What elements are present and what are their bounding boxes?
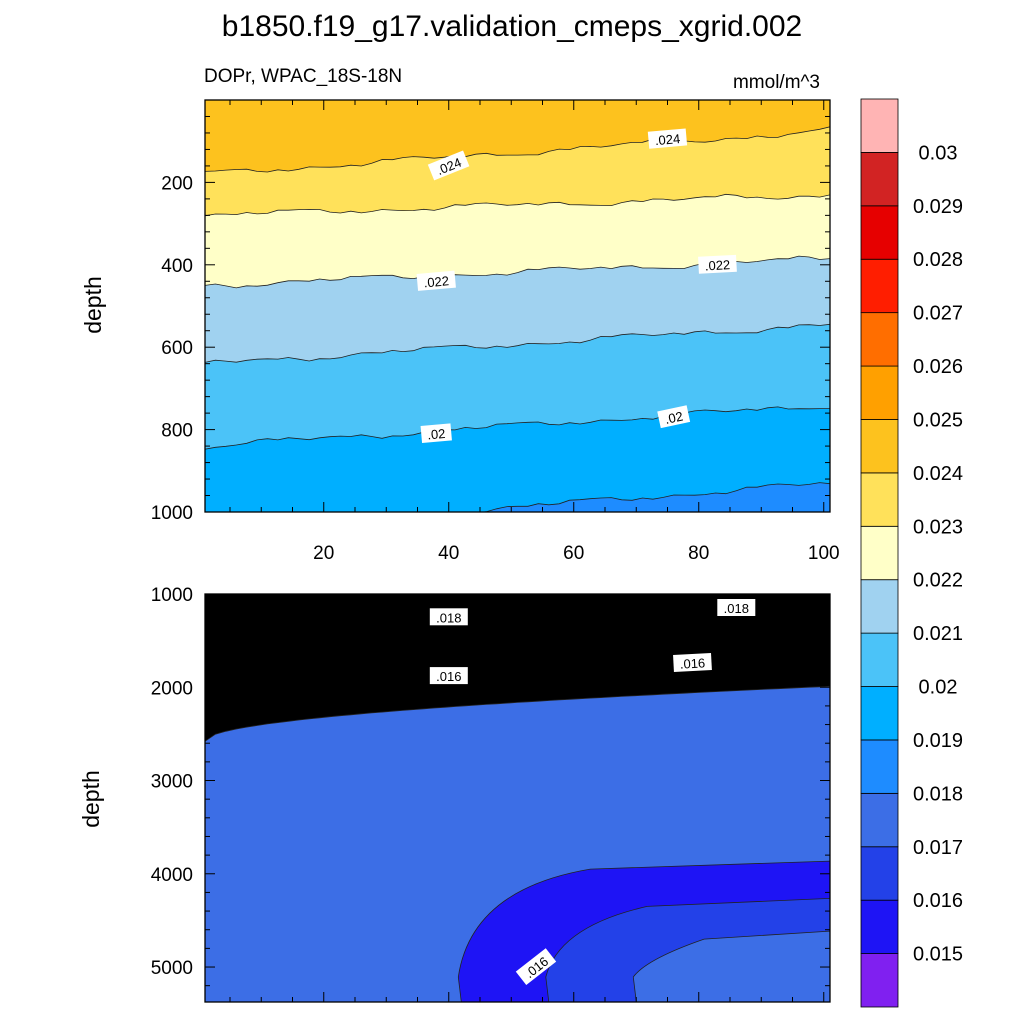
colorbar-swatch (860, 205, 899, 260)
upper-contour-label: .02 (657, 405, 691, 429)
colorbar-swatch (860, 899, 899, 954)
xtick-label: 60 (563, 543, 584, 564)
upper-field: .024.024.022.022.02.02 (205, 100, 830, 512)
upper-contour-label-bg (416, 270, 456, 291)
lower-contour-label-bg (515, 948, 557, 986)
lower-field: .018.018.016.016.016 (205, 594, 830, 1002)
lower-contour-label-text: .016 (436, 669, 461, 684)
xtick-label: 100 (808, 543, 840, 564)
colorbar-swatch (860, 792, 899, 848)
lower-contour-line (205, 685, 830, 742)
lower-ytick-label: 4000 (151, 865, 193, 886)
lower-ytick-label: 1000 (151, 585, 193, 606)
upper-contour-label: .02 (420, 423, 452, 443)
colorbar-swatch (860, 686, 899, 741)
upper-band (205, 100, 830, 172)
upper-ytick-label: 600 (161, 338, 193, 359)
colorbar-label: 0.026 (913, 356, 963, 378)
colorbar-label: 0.023 (913, 516, 963, 538)
lower-ytick-label: 2000 (151, 678, 193, 699)
chart-title: b1850.f19_g17.validation_cmeps_xgrid.002 (222, 10, 802, 43)
upper-contour-label-bg (420, 423, 452, 443)
colorbar-swatch (860, 472, 899, 527)
colorbar-label: 0.017 (913, 837, 963, 859)
lower-frame (204, 593, 831, 1003)
lower-contour-label-bg (673, 653, 712, 672)
colorbar-swatch (860, 98, 899, 153)
colorbar-swatch (860, 846, 899, 901)
lower-contour-label-text: .018 (724, 601, 749, 616)
lower-contour-label-bg (717, 599, 756, 616)
upper-contour-line (205, 126, 830, 173)
colorbar-label: 0.016 (913, 890, 963, 912)
upper-ylabel: depth (80, 276, 106, 334)
lower-ytick-label: 3000 (151, 772, 193, 793)
colorbar-swatch (860, 953, 899, 1008)
colorbar-label: 0.028 (913, 249, 963, 271)
upper-contour-label-text: .024 (654, 131, 681, 148)
lower-contour-label-bg (429, 667, 468, 685)
upper-contour-label-bg (698, 254, 737, 274)
upper-ytick-label: 400 (161, 256, 193, 277)
colorbar-swatch (860, 525, 899, 581)
lower-deep-contour (632, 930, 830, 1002)
colorbar-swatch (860, 579, 899, 634)
colorbar-swatch (860, 419, 899, 474)
upper-contour-label: .022 (416, 270, 456, 291)
lower-contour-label: .018 (717, 599, 756, 616)
upper-ytick-label: 1000 (151, 503, 193, 524)
variable-label: DOPr, WPAC_18S-18N (204, 66, 402, 87)
colorbar-label: 0.022 (913, 570, 963, 592)
upper-ytick-label: 800 (161, 421, 193, 442)
upper-ytick-label: 200 (161, 173, 193, 194)
colorbar-swatch (860, 365, 899, 420)
upper-frame (204, 99, 831, 513)
upper-contour-label: .024 (647, 128, 688, 149)
upper-contour-line (205, 193, 830, 217)
colorbar-label: 0.018 (913, 783, 963, 805)
xtick-label: 80 (688, 543, 709, 564)
lower-contour-label-text: .018 (436, 610, 461, 625)
colorbar-label: 0.027 (913, 303, 963, 325)
colorbar-label: 0.015 (913, 944, 963, 966)
colorbar-label: 0.024 (913, 463, 963, 485)
units-label: mmol/m^3 (733, 72, 820, 93)
upper-contour-label-bg (427, 150, 470, 181)
upper-panel: .024.024.022.022.02.02200400600800100020… (151, 99, 840, 564)
upper-contour-label-bg (647, 128, 688, 149)
upper-contour-line (205, 323, 830, 363)
colorbar-label: 0.029 (913, 196, 963, 218)
upper-contour-label-bg (657, 405, 691, 429)
colorbar-label: 0.025 (913, 410, 963, 432)
upper-contour-line (432, 482, 830, 512)
upper-contour-label-text: .02 (427, 426, 446, 443)
lower-contour-label-text: .016 (679, 655, 705, 671)
lower-ytick-label: 5000 (151, 958, 193, 979)
colorbar-label: 0.021 (913, 623, 963, 645)
colorbar-label: 0.019 (913, 730, 963, 752)
lower-contour-label: .018 (429, 608, 468, 626)
lower-ylabel: depth (78, 770, 104, 828)
lower-band (205, 594, 830, 742)
upper-contour-line (205, 406, 830, 450)
colorbar-swatch (860, 152, 899, 207)
upper-contour-label-text: .022 (704, 257, 730, 273)
xtick-label: 40 (438, 543, 459, 564)
lower-contour-label-bg (429, 608, 468, 626)
lower-contour-label: .016 (429, 667, 468, 685)
colorbar-swatch (860, 258, 899, 314)
xtick-label: 20 (313, 543, 334, 564)
colorbar-label: 0.02 (919, 677, 958, 699)
upper-contour-label: .022 (698, 254, 737, 274)
upper-contour-label-text: .022 (423, 273, 450, 290)
colorbar: 0.015 0.016 0.017 0.018 0.019 0.02 0.021 0.022 0… (860, 98, 963, 1008)
colorbar-swatch (860, 312, 899, 367)
colorbar-swatch (860, 632, 899, 687)
lower-contour-label: .016 (673, 653, 712, 672)
colorbar-swatch (860, 739, 899, 794)
colorbar-label: 0.03 (919, 142, 958, 164)
upper-contour-label-text: .02 (664, 408, 685, 426)
